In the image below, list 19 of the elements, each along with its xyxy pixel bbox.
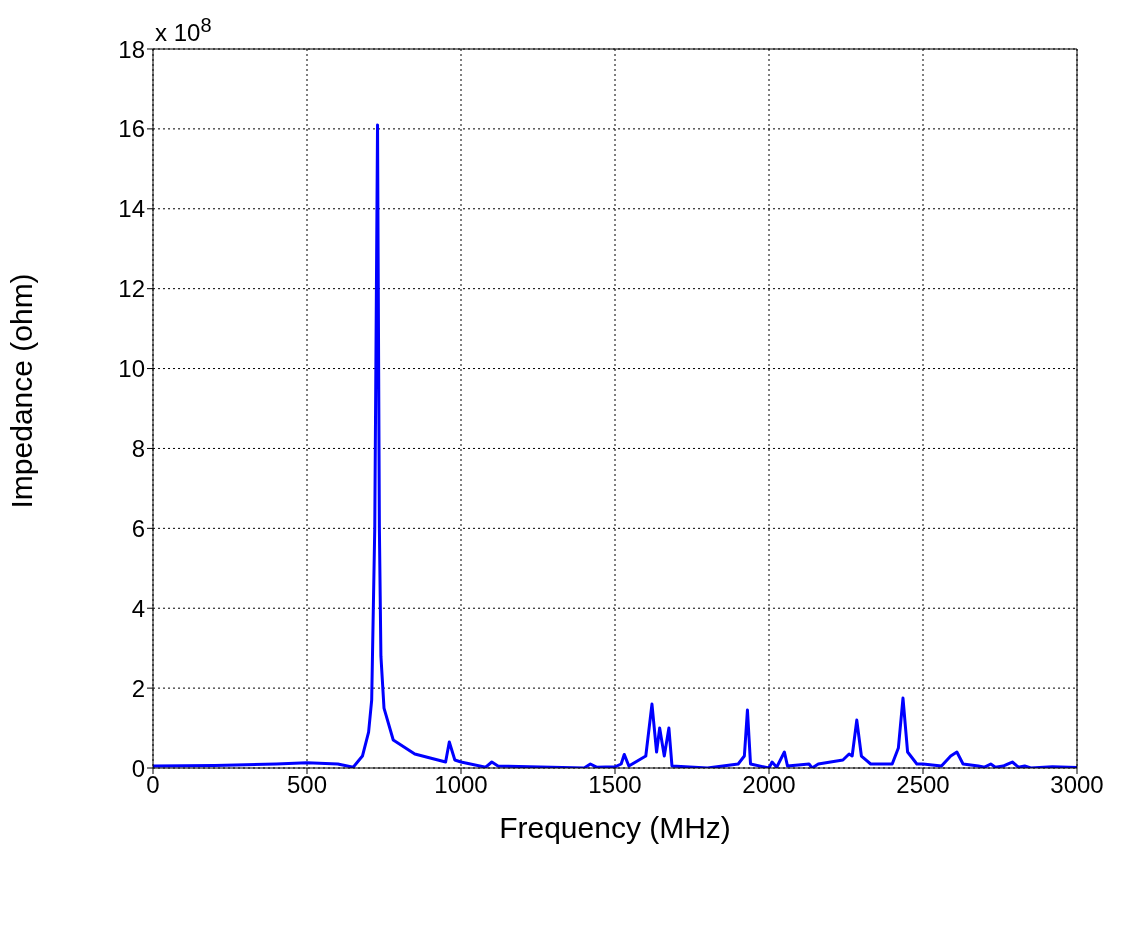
y-tick-label: 16 xyxy=(118,115,145,143)
y-tick-label: 6 xyxy=(131,514,145,542)
y-tick-label: 2 xyxy=(131,674,145,702)
y-tick-label: 8 xyxy=(131,434,145,462)
x-tick-label: 2500 xyxy=(896,771,950,799)
y-tick-label: 12 xyxy=(118,275,145,303)
y-axis-title: Impedance (ohm) xyxy=(4,273,38,509)
y-tick-label: 18 xyxy=(118,35,145,63)
x-tick-label: 1500 xyxy=(588,771,642,799)
y-tick-label: 4 xyxy=(131,594,145,622)
y-tick-label: 0 xyxy=(131,754,145,782)
y-tick-label: 10 xyxy=(118,355,145,383)
y-tick-label: 14 xyxy=(118,195,145,223)
x-tick-label: 1000 xyxy=(434,771,488,799)
x-axis-title: Frequency (MHz) xyxy=(499,811,731,844)
x-tick-label: 3000 xyxy=(1050,771,1104,799)
x-tick-label: 2000 xyxy=(742,771,796,799)
x-tick-label: 500 xyxy=(286,771,328,799)
text: x 10$^{8}$ xyxy=(155,14,212,47)
